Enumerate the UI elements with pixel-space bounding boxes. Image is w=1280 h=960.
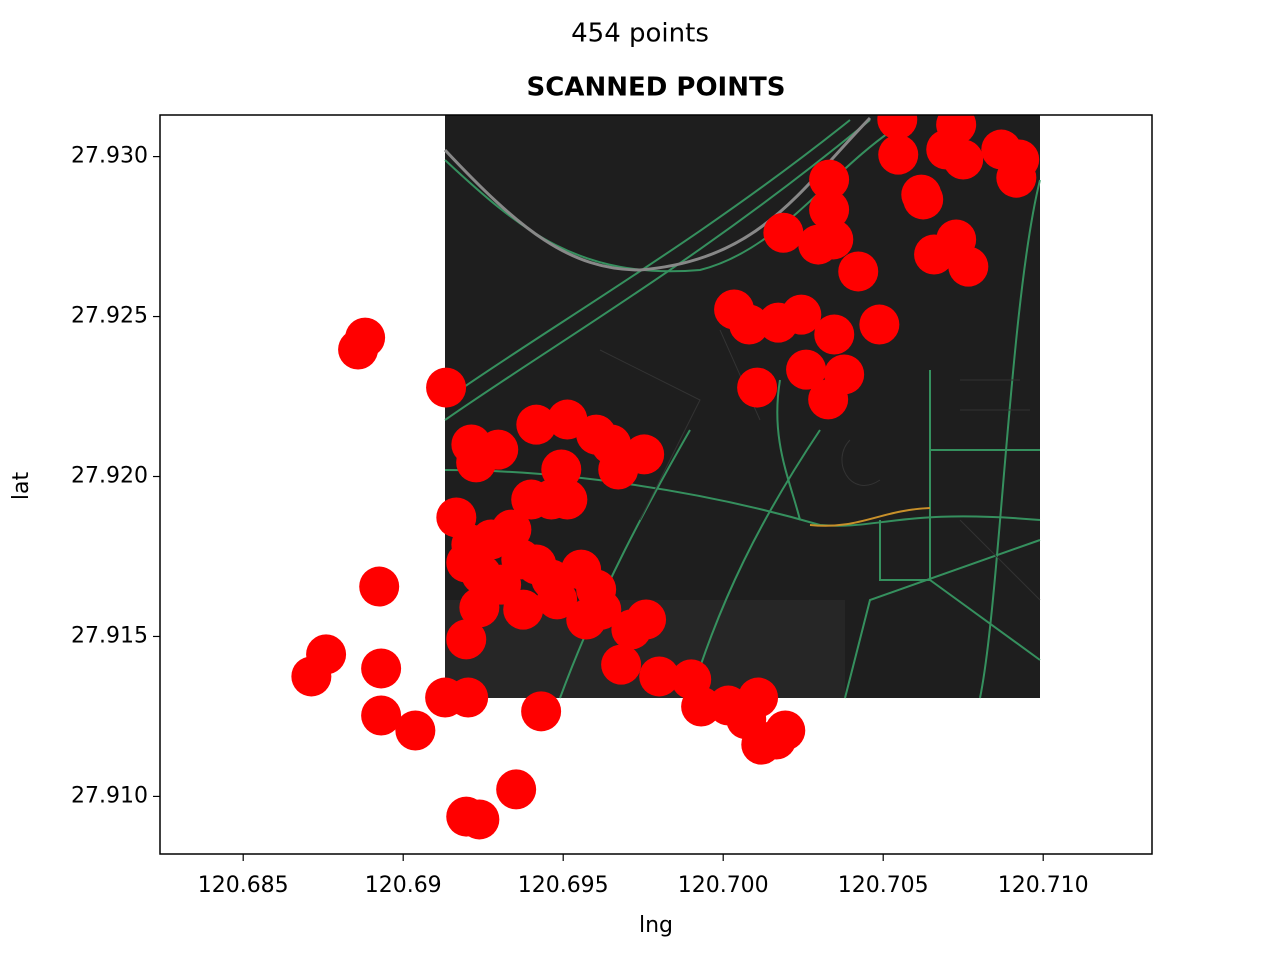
point xyxy=(306,634,347,675)
point xyxy=(859,304,900,345)
y-tick-label: 27.925 xyxy=(71,304,148,329)
point xyxy=(448,677,489,718)
point xyxy=(903,179,944,220)
y-tick-label: 27.920 xyxy=(71,464,148,489)
point xyxy=(516,404,557,445)
y-tick-label: 27.910 xyxy=(71,783,148,808)
x-tick-label: 120.685 xyxy=(198,873,289,898)
point xyxy=(808,379,849,420)
x-tick-label: 120.710 xyxy=(998,873,1089,898)
point xyxy=(639,656,680,697)
y-tick-label: 27.915 xyxy=(71,623,148,648)
y-axis-label: lat xyxy=(9,472,34,501)
point xyxy=(737,367,778,408)
point xyxy=(948,246,989,287)
point xyxy=(809,189,850,230)
y-tick-label: 27.930 xyxy=(71,144,148,169)
point xyxy=(503,589,544,630)
point xyxy=(598,449,639,490)
point xyxy=(814,314,855,355)
x-tick-label: 120.705 xyxy=(838,873,929,898)
point xyxy=(459,799,500,840)
point xyxy=(478,429,519,470)
point xyxy=(426,367,467,408)
x-tick-label: 120.695 xyxy=(518,873,609,898)
point xyxy=(531,559,572,600)
point xyxy=(878,134,919,175)
x-tick-label: 120.700 xyxy=(678,873,769,898)
point xyxy=(446,619,487,660)
point xyxy=(798,224,839,265)
point xyxy=(786,349,827,390)
point xyxy=(765,710,806,751)
point xyxy=(877,115,918,140)
point xyxy=(781,294,822,335)
point xyxy=(581,589,622,630)
point xyxy=(763,212,804,253)
point xyxy=(996,157,1037,198)
point xyxy=(547,479,588,520)
point xyxy=(541,449,582,490)
x-axis-label: lng xyxy=(639,913,673,938)
point xyxy=(838,251,879,292)
x-tick-label: 120.69 xyxy=(365,873,442,898)
point xyxy=(809,159,850,200)
point xyxy=(601,644,642,685)
point xyxy=(395,710,436,751)
point xyxy=(729,304,770,345)
point xyxy=(345,317,386,358)
point xyxy=(459,587,500,628)
point xyxy=(521,691,562,732)
suptitle: 454 points xyxy=(571,19,709,49)
points-layer xyxy=(291,115,1040,840)
point xyxy=(361,695,402,736)
point xyxy=(611,609,652,650)
axes-frame xyxy=(159,114,1153,855)
point xyxy=(511,479,552,520)
point xyxy=(361,648,402,689)
point xyxy=(496,769,537,810)
point xyxy=(943,139,984,180)
point xyxy=(359,566,400,607)
chart-title: SCANNED POINTS xyxy=(527,73,786,103)
